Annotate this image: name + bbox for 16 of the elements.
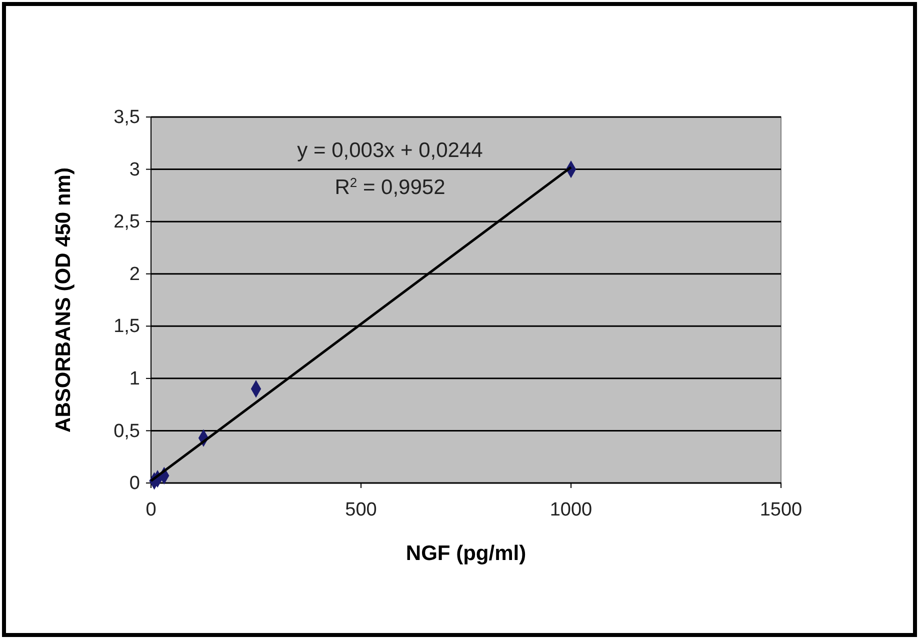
y-tick-label: 2,5 [114,212,140,233]
x-tick-label: 1000 [550,499,592,520]
y-tick-label: 1,5 [114,316,140,338]
y-tick-label: 0,5 [114,420,140,442]
y-tick-label: 3 [129,159,140,180]
x-tick-label: 1500 [760,499,802,520]
x-axis-title: NGF (pg/ml) [406,542,526,565]
y-tick-label: 0 [129,473,140,494]
y-tick-label: 1 [129,368,140,390]
x-tick-label: 500 [345,499,377,520]
y-axis-title: ABSORBANS (OD 450 nm) [52,168,75,432]
y-tick-label: 2 [129,264,140,285]
y-tick-label: 3,5 [114,107,140,128]
annotation: R$^{2}$ = 0,9952 [334,174,446,199]
x-tick-label: 0 [146,499,156,520]
annotation: y = 0,003x + 0,0244 [297,139,484,162]
